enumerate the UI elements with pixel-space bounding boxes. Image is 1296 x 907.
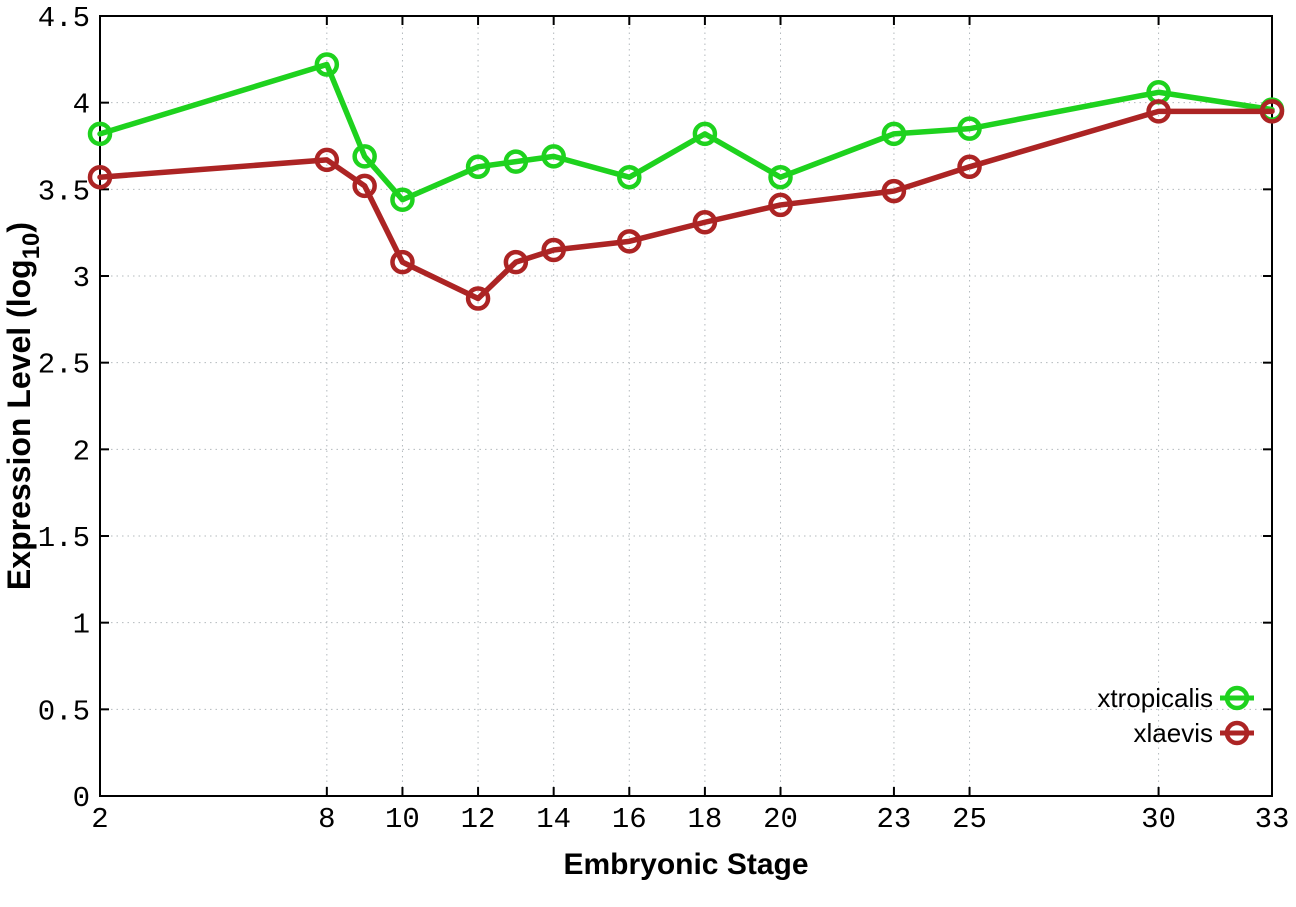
x-axis-title: Embryonic Stage bbox=[563, 848, 808, 881]
y-tick-label: 1.5 bbox=[38, 522, 90, 555]
x-tick-label: 8 bbox=[318, 803, 335, 836]
x-tick-label: 18 bbox=[687, 803, 722, 836]
y-axis-title: Expression Level (log10) bbox=[1, 222, 45, 590]
data-point-xlaevis bbox=[881, 178, 907, 204]
y-tick-label: 4.5 bbox=[38, 2, 90, 35]
y-tick-label: 1 bbox=[73, 609, 90, 642]
legend-label-xtropicalis: xtropicalis bbox=[1097, 683, 1213, 713]
x-tick-label: 12 bbox=[461, 803, 496, 836]
y-tick-label: 4 bbox=[73, 89, 90, 122]
data-point-xlaevis bbox=[617, 229, 642, 254]
x-tick-label: 20 bbox=[763, 803, 798, 836]
data-point-xlaevis bbox=[1146, 99, 1171, 124]
x-tick-label: 33 bbox=[1255, 803, 1290, 836]
data-point-xlaevis bbox=[541, 237, 566, 263]
y-tick-label: 0 bbox=[73, 782, 90, 815]
data-point-xtropicalis bbox=[390, 187, 415, 212]
y-tick-label: 2 bbox=[73, 435, 90, 468]
legend-marker-xtropicalis bbox=[1224, 685, 1250, 711]
data-point-xtropicalis bbox=[314, 52, 340, 77]
data-point-xlaevis bbox=[390, 249, 415, 275]
data-point-xlaevis bbox=[957, 154, 982, 180]
data-point-xtropicalis bbox=[465, 154, 491, 180]
legend-label-xlaevis: xlaevis bbox=[1134, 718, 1213, 748]
data-series bbox=[87, 52, 1285, 311]
data-point-xtropicalis bbox=[617, 164, 642, 190]
y-axis-title-main: Expression Level (log bbox=[1, 259, 37, 590]
x-tick-label: 14 bbox=[536, 803, 571, 836]
y-tick-label: 2.5 bbox=[38, 349, 90, 382]
y-tick-label: 3.5 bbox=[38, 175, 90, 208]
x-tick-label: 25 bbox=[952, 803, 987, 836]
x-tick-label: 2 bbox=[91, 803, 108, 836]
y-tick-label: 0.5 bbox=[38, 695, 90, 728]
x-tick-label: 23 bbox=[877, 803, 912, 836]
data-point-xlaevis bbox=[692, 210, 718, 235]
axes bbox=[99, 15, 1273, 797]
x-tick-label: 30 bbox=[1141, 803, 1176, 836]
data-point-xtropicalis bbox=[87, 121, 113, 147]
data-point-xlaevis bbox=[314, 147, 340, 173]
data-point-xlaevis bbox=[87, 164, 113, 190]
legend: xtropicalis xlaevis bbox=[1097, 683, 1254, 748]
data-point-xlaevis bbox=[1259, 99, 1285, 124]
y-tick-label: 3 bbox=[73, 262, 90, 295]
data-point-xlaevis bbox=[503, 249, 529, 275]
data-point-xtropicalis bbox=[957, 116, 982, 141]
y-axis-title-close: ) bbox=[1, 222, 37, 233]
data-point-xtropicalis bbox=[692, 121, 718, 147]
data-point-xtropicalis bbox=[352, 144, 377, 169]
data-point-xlaevis bbox=[768, 192, 793, 218]
legend-marker-xlaevis bbox=[1224, 720, 1250, 746]
data-point-xtropicalis bbox=[881, 121, 907, 147]
data-point-xtropicalis bbox=[503, 149, 529, 174]
x-tick-label: 16 bbox=[612, 803, 647, 836]
plot-border bbox=[99, 15, 1273, 797]
data-point-xtropicalis bbox=[768, 164, 793, 190]
x-tick-label: 10 bbox=[385, 803, 420, 836]
data-point-xlaevis bbox=[352, 173, 377, 199]
data-point-xlaevis bbox=[465, 286, 491, 311]
series-line-xlaevis bbox=[97, 108, 1275, 302]
tick-labels: 2 8 10 12 14 16 18 20 23 25 30 33 0 0.5 1 1.5 2 2.5 3 3.5 4 4… bbox=[38, 2, 1290, 836]
y-axis-title-subscript: 10 bbox=[18, 233, 45, 260]
data-point-xtropicalis bbox=[541, 144, 566, 169]
